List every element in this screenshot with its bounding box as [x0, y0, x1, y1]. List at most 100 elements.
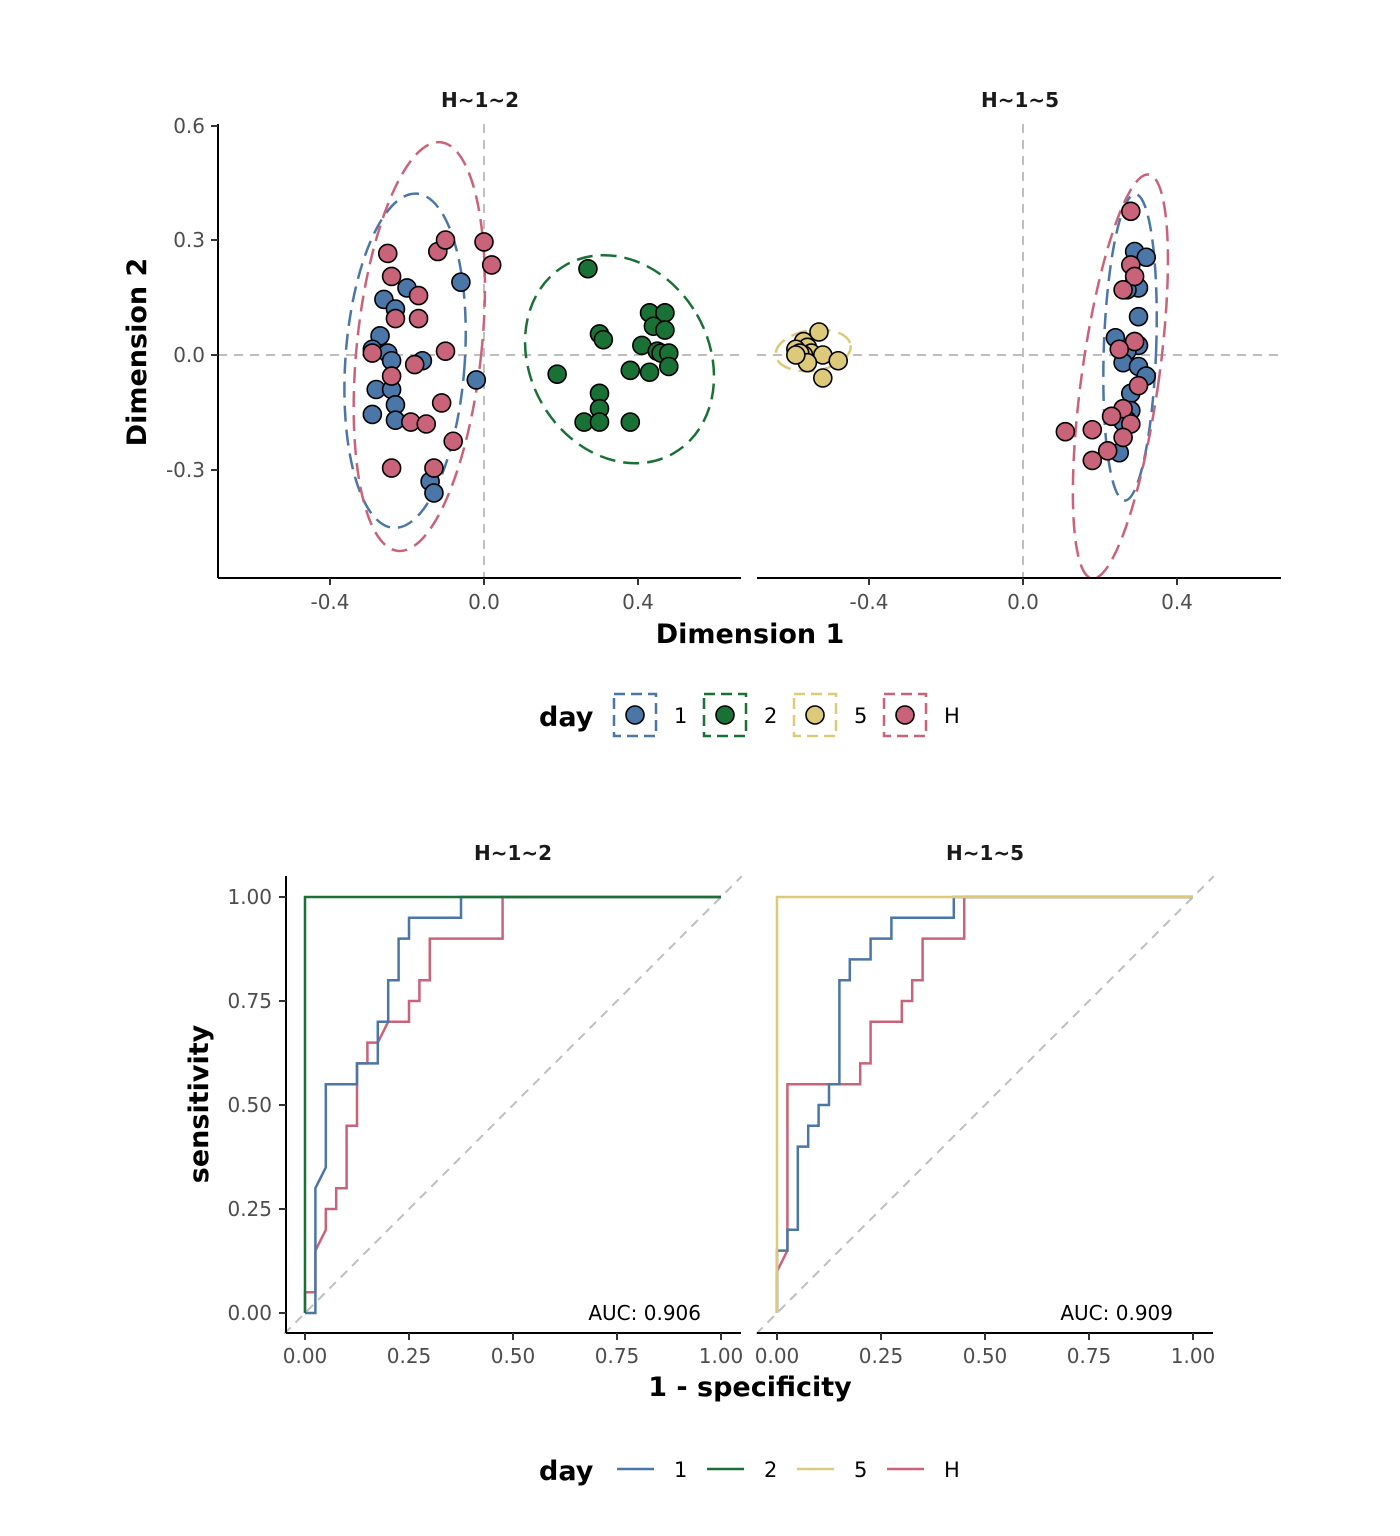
- point-day-h: [1097, 441, 1118, 461]
- roc-x-tick-label: 0.75: [1067, 1344, 1112, 1368]
- roc-x-tick-label: 1.00: [699, 1344, 744, 1368]
- point-day-h: [435, 341, 456, 361]
- point-day-2: [578, 258, 598, 279]
- roc-y-tick-label: 0.00: [227, 1301, 272, 1325]
- roc-x-axis-title: 1 - specificity: [648, 1372, 852, 1403]
- roc-auc-label-left: AUC: 0.906: [588, 1301, 701, 1325]
- point-day-h: [424, 458, 444, 478]
- roc-x-tick-label: 0.50: [963, 1344, 1008, 1368]
- roc-facet-title-left: H~1~2: [474, 841, 552, 865]
- legend-key-day-1: 1: [617, 1458, 687, 1482]
- legend-label: 1: [674, 1458, 687, 1482]
- point-day-h: [362, 343, 383, 363]
- legend-key-day-2: 2: [707, 1458, 777, 1482]
- point-day-h: [1121, 201, 1141, 222]
- mds-x-tick-label: 0.0: [1007, 590, 1039, 614]
- mds-y-axis-title: Dimension 2: [122, 258, 153, 447]
- legend-ellipse-swatch: [702, 692, 748, 738]
- legend-label: 1: [674, 704, 687, 728]
- point-day-h: [1101, 406, 1122, 427]
- point-day-h: [404, 354, 425, 375]
- point-day-h: [474, 232, 494, 252]
- roc-legend-keys: 1 2 5 H: [617, 1458, 960, 1482]
- point-day-5: [786, 345, 806, 365]
- point-day-2: [620, 360, 641, 381]
- roc-y-tick-label: 1.00: [227, 885, 272, 909]
- mds-x-ticks-right: -0.4 0.0 0.4: [849, 578, 1193, 614]
- point-day-2: [655, 320, 675, 340]
- point-day-h: [377, 243, 398, 264]
- legend-key-day-1: 1: [612, 692, 687, 738]
- roc-curve-day-5: [775, 895, 1193, 1313]
- mds-x-tick-label: 0.0: [468, 590, 500, 614]
- point-day-h: [1113, 280, 1133, 300]
- point-day-h: [443, 431, 464, 452]
- point-day-5: [812, 368, 833, 388]
- roc-curve-day-h: [775, 895, 1193, 1313]
- legend-point-swatch: [715, 705, 735, 725]
- point-day-1: [1128, 306, 1149, 327]
- legend-key-day-5: 5: [792, 692, 867, 738]
- roc-panel-left: [283, 875, 743, 1335]
- legend-label: 2: [764, 704, 777, 728]
- point-day-5: [809, 322, 829, 342]
- roc-x-ticks-left: 0.00 0.25 0.50 0.75 1.00: [283, 1333, 744, 1368]
- roc-x-ticks-right: 0.00 0.25 0.50 0.75 1.00: [755, 1333, 1215, 1368]
- mds-panel-left: [218, 124, 741, 578]
- ellipse-day-5: [774, 328, 852, 373]
- point-day-h: [1124, 266, 1145, 287]
- mds-plot: H~1~2 H~1~5 0.6 0.3 0.0 -0.3 -0.4 0.0 0.…: [122, 88, 1281, 650]
- roc-y-tick-label: 0.50: [227, 1093, 272, 1117]
- legend-point-swatch: [895, 705, 915, 725]
- legend-key-day-h: H: [887, 1458, 960, 1482]
- point-day-h: [381, 266, 402, 287]
- point-day-h: [408, 285, 429, 306]
- mds-x-ticks-left: -0.4 0.0 0.4: [310, 578, 654, 614]
- legend-point-swatch: [625, 705, 645, 725]
- point-day-h: [1109, 339, 1130, 360]
- point-day-1: [362, 404, 383, 425]
- point-day-h: [408, 308, 429, 329]
- point-day-1: [1136, 247, 1156, 268]
- mds-facet-title-right: H~1~5: [981, 88, 1059, 112]
- point-day-2: [658, 356, 679, 377]
- ellipse-day-2: [523, 253, 716, 465]
- mds-x-tick-label: 0.4: [1161, 590, 1193, 614]
- mds-y-tick-label: -0.3: [166, 458, 205, 482]
- roc-y-axis-title: sensitivity: [184, 1024, 215, 1183]
- roc-x-tick-label: 0.75: [595, 1344, 640, 1368]
- point-day-h: [381, 366, 402, 386]
- roc-x-tick-label: 0.50: [491, 1344, 536, 1368]
- legend-label: H: [944, 1458, 960, 1482]
- point-day-h: [1055, 421, 1076, 442]
- ellipse-day-1: [1102, 192, 1158, 502]
- mds-legend: day 1 2 5 H: [539, 692, 960, 738]
- roc-x-tick-label: 0.00: [755, 1344, 800, 1368]
- roc-panel-right: [755, 875, 1215, 1335]
- point-day-5: [828, 350, 849, 371]
- point-day-h: [381, 458, 402, 478]
- mds-x-tick-label: -0.4: [849, 590, 888, 614]
- point-day-h: [385, 308, 406, 329]
- roc-y-tick-label: 0.75: [227, 989, 272, 1013]
- point-day-h: [435, 230, 456, 250]
- mds-y-tick-label: 0.0: [173, 343, 205, 367]
- roc-facet-title-right: H~1~5: [946, 841, 1024, 865]
- roc-plot: H~1~2 H~1~5 1.00 0.75 0.50 0.25 0.00 0.0…: [184, 841, 1215, 1403]
- roc-x-tick-label: 0.00: [283, 1344, 328, 1368]
- roc-y-ticks: 1.00 0.75 0.50 0.25 0.00: [227, 885, 286, 1325]
- point-day-2: [589, 412, 610, 432]
- mds-y-ticks: 0.6 0.3 0.0 -0.3: [166, 114, 218, 482]
- point-day-h: [416, 414, 437, 434]
- roc-y-tick-label: 0.25: [227, 1197, 272, 1221]
- roc-legend: day 1 2 5 H: [539, 1456, 960, 1487]
- point-day-h: [481, 255, 502, 275]
- point-day-2: [620, 412, 641, 432]
- mds-x-tick-label: 0.4: [622, 590, 654, 614]
- roc-curve-day-1: [305, 895, 721, 1315]
- point-day-1: [424, 483, 444, 503]
- point-day-h: [1082, 450, 1103, 471]
- mds-y-tick-label: 0.6: [173, 114, 205, 138]
- mds-legend-title: day: [539, 702, 594, 733]
